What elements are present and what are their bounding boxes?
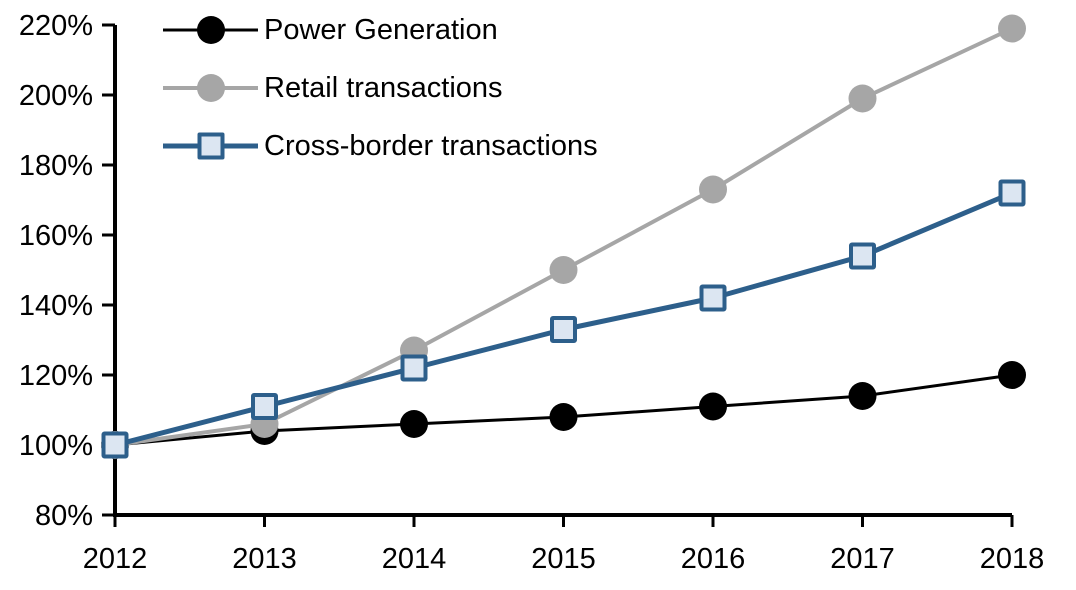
data-point-marker — [251, 393, 278, 420]
x-axis-tick-label: 2017 — [830, 543, 895, 575]
data-point-marker — [699, 284, 727, 312]
legend-item-power-generation: Power Generation — [163, 15, 598, 45]
x-axis-tick-label: 2015 — [531, 543, 596, 575]
legend-label-retail-transactions: Retail transactions — [264, 71, 503, 104]
y-axis-tick-label: 100% — [19, 430, 93, 462]
series-cross-border-transactions — [101, 179, 1026, 459]
power-generation-line-marker-icon — [163, 15, 258, 45]
data-point-marker — [998, 361, 1026, 389]
data-point-marker — [998, 179, 1026, 207]
retail-transactions-line-marker-icon — [163, 73, 258, 103]
data-point-marker — [400, 410, 428, 438]
data-point-marker — [699, 392, 727, 421]
data-point-marker — [400, 354, 428, 382]
y-axis-tick-label: 80% — [35, 500, 93, 532]
data-point-marker — [550, 316, 577, 343]
data-point-marker — [101, 431, 129, 459]
x-axis-tick-label: 2012 — [83, 543, 148, 575]
data-point-marker — [998, 14, 1026, 43]
data-point-marker — [848, 84, 877, 113]
chart-legend: Power Generation Retail transactions Cro… — [163, 15, 598, 161]
y-axis-tick-label: 160% — [19, 220, 93, 252]
y-axis-tick-label: 140% — [19, 290, 93, 322]
series-power-generation — [101, 361, 1026, 459]
data-point-marker — [699, 175, 727, 204]
x-axis-tick-label: 2016 — [681, 543, 746, 575]
data-point-marker — [848, 382, 877, 410]
y-axis-tick-label: 200% — [19, 80, 93, 112]
data-point-marker — [549, 403, 578, 431]
data-point-marker — [849, 242, 876, 270]
legend-item-cross-border-transactions: Cross-border transactions — [163, 131, 598, 161]
x-axis-tick-label: 2013 — [232, 543, 297, 575]
cross-border-transactions-line-marker-icon — [163, 131, 258, 161]
circle-marker-icon — [196, 74, 225, 102]
circle-marker-icon — [196, 16, 225, 44]
legend-label-power-generation: Power Generation — [264, 13, 498, 46]
x-axis-tick-label: 2014 — [382, 543, 447, 575]
legend-item-retail-transactions: Retail transactions — [163, 73, 598, 103]
square-marker-icon — [197, 132, 224, 160]
y-axis-tick-label: 120% — [19, 360, 93, 392]
y-axis-tick-label: 220% — [19, 10, 93, 42]
data-point-marker — [549, 256, 578, 284]
y-axis-tick-label: 180% — [19, 150, 93, 182]
x-axis-tick-label: 2018 — [980, 543, 1045, 575]
legend-label-cross-border-transactions: Cross-border transactions — [264, 129, 598, 162]
